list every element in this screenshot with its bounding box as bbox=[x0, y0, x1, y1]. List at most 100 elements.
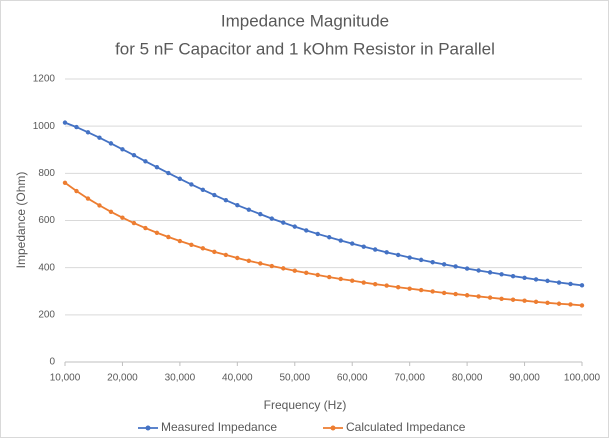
data-point bbox=[85, 130, 91, 135]
legend-marker bbox=[330, 425, 336, 431]
data-point bbox=[373, 247, 378, 252]
data-point bbox=[269, 263, 274, 269]
data-point bbox=[120, 215, 125, 220]
data-point bbox=[453, 291, 458, 297]
y-tick-label: 1200 bbox=[33, 74, 56, 85]
data-point bbox=[189, 182, 194, 187]
data-point bbox=[315, 272, 320, 278]
y-axis-label: Impedance (Ohm) bbox=[14, 172, 28, 269]
chart-title: Impedance Magnitude bbox=[221, 11, 389, 30]
data-point bbox=[315, 231, 320, 237]
data-point bbox=[223, 198, 229, 203]
x-axis-label: Frequency (Hz) bbox=[264, 398, 347, 412]
data-point bbox=[568, 302, 573, 307]
y-tick-label: 1000 bbox=[33, 121, 56, 132]
data-point bbox=[97, 203, 102, 208]
data-point bbox=[246, 207, 252, 212]
x-tick-label: 50,000 bbox=[279, 373, 310, 384]
x-tick-label: 10,000 bbox=[50, 373, 81, 384]
data-point bbox=[499, 296, 504, 301]
data-point bbox=[131, 220, 137, 226]
data-point bbox=[120, 147, 125, 152]
legend-label: Calculated Impedance bbox=[346, 420, 466, 434]
legend-marker bbox=[145, 425, 151, 431]
data-point bbox=[430, 289, 435, 294]
data-point bbox=[579, 303, 585, 308]
data-point bbox=[350, 241, 355, 246]
data-point bbox=[533, 277, 539, 282]
data-point bbox=[522, 298, 527, 303]
data-point bbox=[510, 297, 516, 302]
data-point bbox=[384, 283, 389, 288]
data-point bbox=[464, 293, 470, 298]
data-point bbox=[545, 300, 550, 306]
data-point bbox=[292, 224, 297, 229]
data-point bbox=[361, 280, 366, 285]
data-point bbox=[533, 299, 539, 305]
x-tick-label: 60,000 bbox=[337, 373, 368, 384]
data-point bbox=[200, 246, 206, 251]
data-point bbox=[143, 225, 148, 231]
y-tick-label: 800 bbox=[38, 168, 55, 179]
y-tick-label: 0 bbox=[49, 357, 55, 368]
data-point bbox=[579, 283, 585, 288]
data-point bbox=[177, 238, 183, 244]
data-point bbox=[166, 170, 171, 176]
data-point bbox=[235, 255, 240, 261]
data-point bbox=[62, 120, 68, 125]
data-point bbox=[568, 281, 573, 287]
x-tick-label: 40,000 bbox=[222, 373, 253, 384]
data-point bbox=[338, 238, 343, 243]
data-point bbox=[510, 273, 516, 279]
y-tick-label: 200 bbox=[38, 309, 55, 320]
data-point bbox=[246, 258, 252, 264]
data-point bbox=[74, 124, 79, 130]
data-point bbox=[407, 255, 412, 260]
data-point bbox=[487, 295, 493, 300]
data-point bbox=[292, 268, 297, 273]
data-point bbox=[108, 141, 114, 146]
series-line bbox=[64, 182, 583, 307]
data-point bbox=[418, 287, 424, 293]
data-point bbox=[453, 264, 458, 269]
data-point bbox=[85, 196, 91, 201]
data-point bbox=[269, 216, 274, 221]
data-point bbox=[556, 280, 562, 285]
data-point bbox=[189, 242, 194, 247]
data-point bbox=[97, 135, 102, 140]
data-point bbox=[166, 234, 171, 240]
x-tick-label: 100,000 bbox=[564, 373, 601, 384]
data-point bbox=[487, 270, 493, 275]
data-point bbox=[338, 276, 343, 282]
data-point bbox=[556, 301, 562, 306]
data-point bbox=[62, 180, 68, 185]
data-point bbox=[361, 244, 366, 249]
x-tick-label: 70,000 bbox=[394, 373, 425, 384]
data-point bbox=[476, 294, 481, 299]
chart-subtitle: for 5 nF Capacitor and 1 kOhm Resistor i… bbox=[115, 39, 495, 58]
x-tick-label: 90,000 bbox=[509, 373, 540, 384]
data-point bbox=[304, 270, 309, 276]
data-point bbox=[108, 209, 114, 214]
data-point bbox=[131, 152, 137, 158]
data-point bbox=[395, 252, 401, 258]
data-point bbox=[373, 281, 378, 287]
y-tick-label: 600 bbox=[38, 215, 55, 226]
data-point bbox=[281, 266, 286, 271]
data-point bbox=[499, 272, 504, 277]
data-point bbox=[545, 278, 550, 284]
legend-label: Measured Impedance bbox=[161, 420, 277, 434]
data-point bbox=[177, 176, 183, 181]
data-point bbox=[464, 266, 470, 271]
data-point bbox=[350, 278, 355, 283]
data-point bbox=[476, 268, 481, 273]
series-line bbox=[64, 121, 583, 287]
data-point bbox=[441, 290, 447, 296]
data-point bbox=[212, 249, 217, 255]
data-point bbox=[430, 260, 435, 265]
data-point bbox=[418, 257, 424, 263]
data-point bbox=[212, 192, 217, 198]
data-point bbox=[304, 228, 309, 233]
